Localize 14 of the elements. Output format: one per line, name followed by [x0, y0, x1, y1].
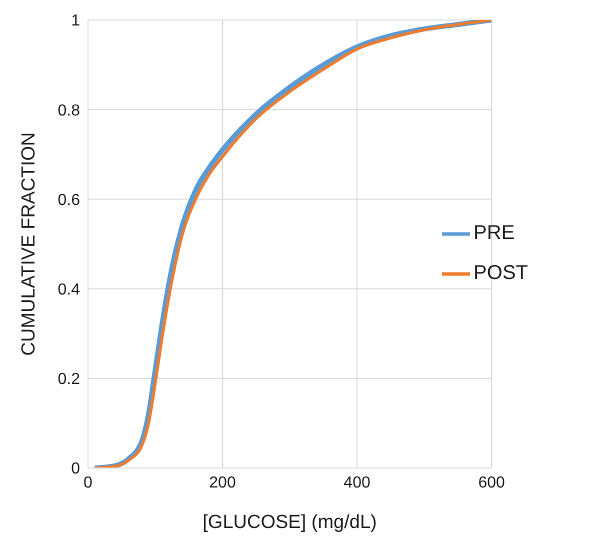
y-tick-label: 0.8 — [58, 102, 80, 120]
x-axis-title: [GLUCOSE] (mg/dL) — [202, 512, 377, 533]
y-tick-label: 0.2 — [58, 371, 80, 388]
legend-label: PRE — [474, 222, 515, 244]
legend-label: POST — [474, 262, 528, 284]
x-tick-label: 0 — [84, 474, 93, 492]
y-tick-label: 0 — [71, 460, 80, 478]
y-tick-label: 1 — [71, 12, 80, 30]
y-tick-label: 0.4 — [58, 281, 80, 298]
x-tick-label: 200 — [209, 474, 236, 492]
y-axis-title: CUMULATIVE FRACTION — [18, 132, 40, 356]
x-tick-label: 400 — [344, 474, 370, 492]
x-tick-label: 600 — [478, 474, 505, 492]
y-tick-label: 0.6 — [58, 192, 80, 209]
